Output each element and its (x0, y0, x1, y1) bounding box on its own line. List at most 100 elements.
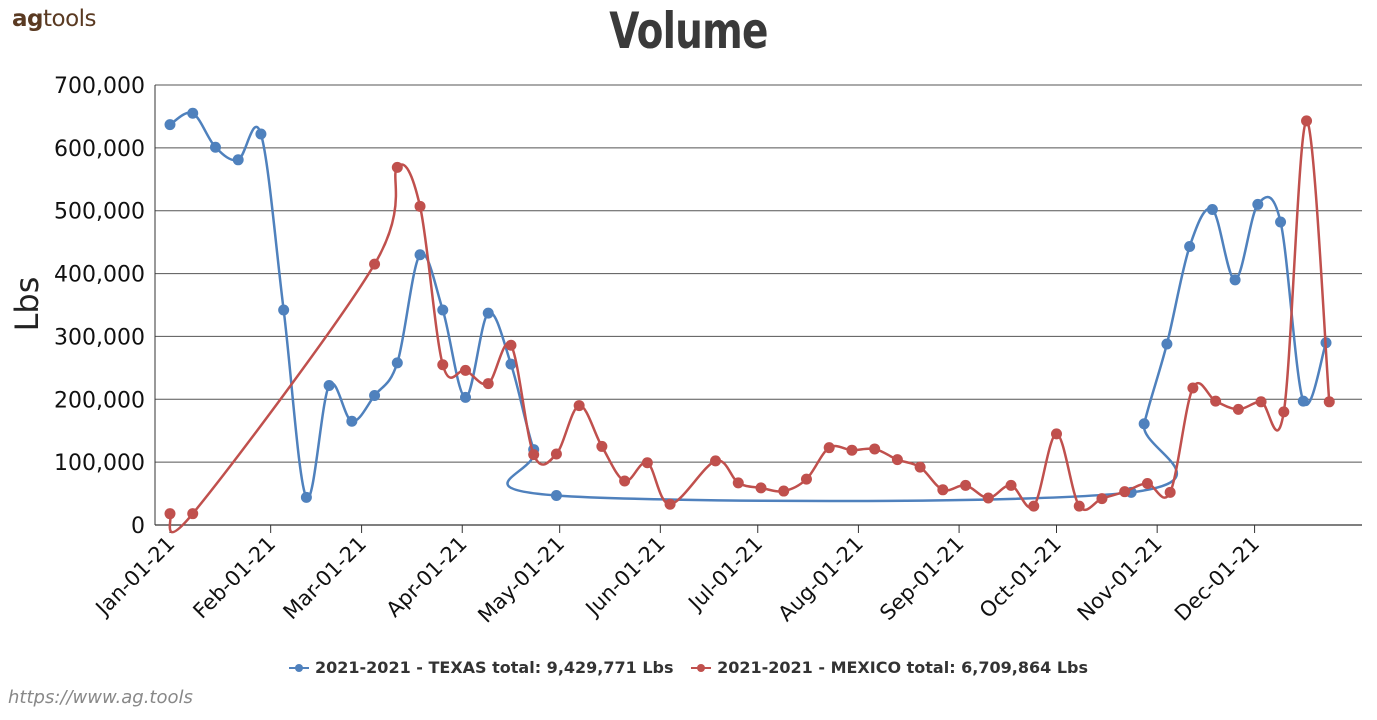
series-line-texas (169, 111, 1328, 503)
data-point-texas (1252, 198, 1264, 210)
data-point-mexico (482, 378, 494, 390)
data-point-texas (437, 304, 449, 316)
legend-item-texas[interactable]: 2021-2021 - TEXAS total: 9,429,771 Lbs (289, 658, 674, 677)
data-point-mexico (391, 161, 403, 173)
data-point-mexico (1119, 486, 1131, 498)
x-tick-label: Nov-01-21 (1073, 532, 1167, 626)
data-point-texas (300, 491, 312, 503)
y-axis: 0 100,000 200,000 300,000 400,000 500,000 600,… (54, 74, 156, 539)
data-point-mexico (1210, 395, 1222, 407)
x-tick-label: Oct-01-21 (975, 532, 1066, 623)
data-point-mexico (914, 461, 926, 473)
series-line-mexico (168, 119, 1331, 534)
data-point-texas (391, 357, 403, 369)
x-tick-label: Jul-01-21 (682, 532, 767, 617)
data-point-texas (505, 358, 517, 370)
data-point-texas (550, 489, 562, 501)
y-tick-label: 500,000 (54, 200, 145, 225)
x-tick-label: Apr-01-21 (382, 532, 472, 622)
chart-legend: 2021-2021 - TEXAS total: 9,429,771 Lbs 2… (0, 658, 1377, 678)
series-texas (164, 107, 1332, 503)
y-tick-label: 200,000 (54, 388, 145, 413)
x-tick-label: Mar-01-21 (279, 532, 372, 625)
data-point-mexico (664, 498, 676, 510)
x-tick-label: Dec-01-21 (1170, 532, 1264, 626)
data-point-mexico (550, 448, 562, 460)
data-point-texas (278, 304, 290, 316)
agtools-logo[interactable]: agtools (12, 6, 97, 32)
x-tick-label: Jan-01-21 (90, 532, 180, 622)
data-point-mexico (437, 359, 449, 371)
source-url[interactable]: https://www.ag.tools (8, 687, 193, 708)
data-point-mexico (1005, 479, 1017, 491)
data-point-texas (323, 379, 335, 391)
data-point-mexico (891, 454, 903, 466)
data-point-mexico (1255, 396, 1267, 408)
data-point-texas (255, 128, 267, 140)
data-point-texas (1184, 241, 1196, 253)
data-point-mexico (982, 492, 994, 504)
data-point-texas (369, 390, 381, 402)
data-point-texas (1229, 274, 1241, 286)
data-point-texas (164, 119, 176, 131)
data-point-texas (1161, 338, 1173, 350)
data-point-mexico (619, 475, 631, 487)
data-point-texas (187, 107, 199, 119)
data-series (164, 107, 1335, 534)
data-point-mexico (1187, 382, 1199, 394)
data-point-mexico (1232, 403, 1244, 415)
data-point-texas (1297, 395, 1309, 407)
legend-swatch-texas (289, 662, 309, 674)
data-point-mexico (937, 484, 949, 496)
series-mexico (164, 115, 1335, 534)
y-tick-label: 0 (131, 514, 145, 539)
data-point-mexico (641, 457, 653, 469)
chart-title: Volume (609, 2, 768, 60)
data-point-mexico (573, 400, 585, 412)
data-point-texas (232, 154, 244, 166)
data-point-mexico (778, 485, 790, 497)
data-point-mexico (164, 508, 176, 520)
data-point-mexico (960, 479, 972, 491)
y-tick-label: 600,000 (54, 137, 145, 162)
x-tick-label: Aug-01-21 (773, 532, 867, 626)
data-point-mexico (1073, 500, 1085, 512)
x-tick-label: May-01-21 (473, 532, 569, 628)
legend-swatch-mexico (691, 662, 712, 674)
x-tick-label: Jun-01-21 (580, 532, 670, 622)
data-point-mexico (369, 258, 381, 270)
data-point-mexico (414, 200, 426, 212)
y-tick-label: 700,000 (54, 74, 145, 99)
grid-lines (155, 84, 1362, 526)
x-tick-label: Feb-01-21 (188, 532, 280, 624)
legend-item-mexico[interactable]: 2021-2021 - MEXICO total: 6,709,864 Lbs (691, 658, 1088, 677)
data-point-texas (346, 415, 358, 427)
data-point-mexico (846, 444, 858, 456)
data-point-mexico (823, 442, 835, 454)
data-point-mexico (596, 440, 608, 452)
data-point-mexico (1164, 486, 1176, 498)
legend-label-texas: 2021-2021 - TEXAS total: 9,429,771 Lbs (315, 658, 674, 677)
data-point-mexico (755, 482, 767, 494)
y-tick-label: 100,000 (54, 451, 145, 476)
data-point-texas (1275, 216, 1287, 228)
legend-label-mexico: 2021-2021 - MEXICO total: 6,709,864 Lbs (717, 658, 1088, 677)
data-point-mexico (505, 339, 517, 351)
data-point-mexico (710, 455, 722, 467)
data-point-mexico (1141, 478, 1153, 490)
logo-rest-text: tools (42, 6, 97, 32)
data-point-mexico (1301, 115, 1313, 127)
y-tick-label: 400,000 (54, 263, 145, 288)
data-point-mexico (1323, 396, 1335, 408)
data-point-texas (482, 307, 494, 319)
data-point-mexico (800, 473, 812, 485)
data-point-texas (1138, 418, 1150, 430)
data-point-texas (414, 249, 426, 261)
y-axis-label: Lbs (8, 277, 46, 332)
data-point-mexico (1278, 406, 1290, 418)
y-tick-label: 300,000 (54, 325, 145, 350)
data-point-texas (1206, 203, 1218, 215)
data-point-mexico (1028, 500, 1040, 512)
data-point-mexico (1051, 428, 1062, 440)
